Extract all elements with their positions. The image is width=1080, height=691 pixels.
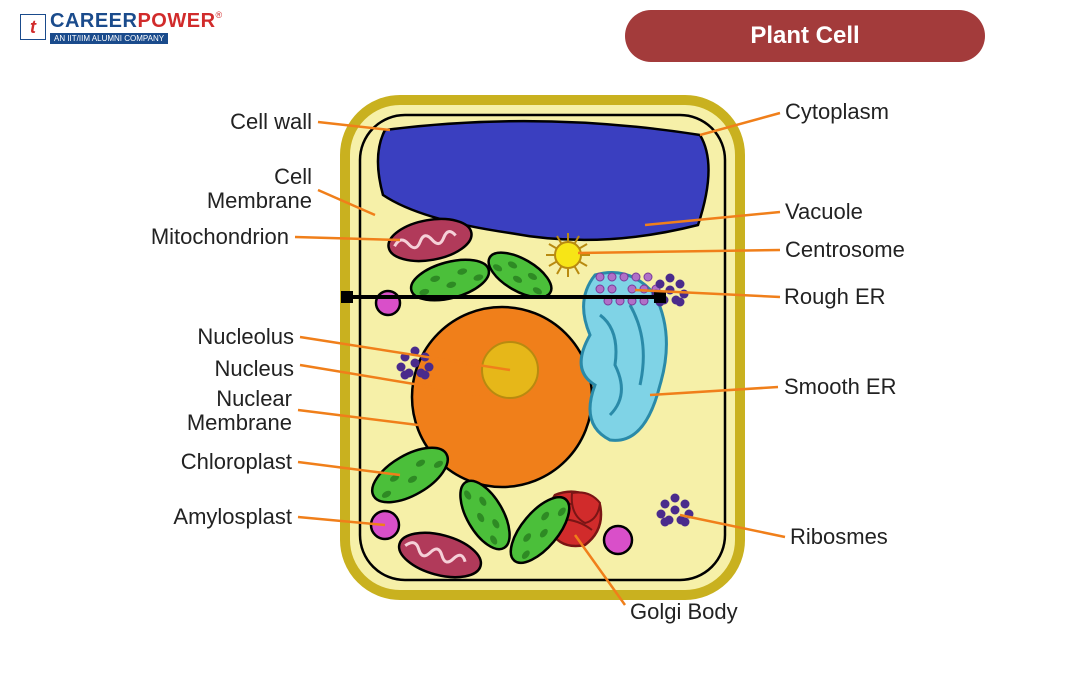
amyloplast xyxy=(604,526,632,554)
plant-cell-diagram: Cell wall CellMembrane Mitochondrion Nucleo… xyxy=(100,75,980,675)
title-text: Plant Cell xyxy=(750,22,859,50)
logo-power: POWER xyxy=(137,10,215,33)
label-mitochondrion: Mitochondrion xyxy=(100,225,289,249)
label-cell-wall: Cell wall xyxy=(100,110,312,134)
label-vacuole: Vacuole xyxy=(785,200,863,224)
logo: t CAREER POWER ® AN IIT/IIM ALUMNI COMPA… xyxy=(20,10,222,44)
label-ribosmes: Ribosmes xyxy=(790,525,888,549)
logo-career: CAREER xyxy=(50,10,137,33)
label-rough-er: Rough ER xyxy=(784,285,886,309)
label-amylosplast: Amylosplast xyxy=(100,505,292,529)
logo-reg: ® xyxy=(216,10,223,33)
measure-handle-right xyxy=(654,291,666,303)
label-golgi-body: Golgi Body xyxy=(630,600,738,624)
label-nuclear-membrane: NuclearMembrane xyxy=(100,387,292,435)
label-chloroplast: Chloroplast xyxy=(100,450,292,474)
title-badge: Plant Cell xyxy=(625,10,985,62)
label-cytoplasm: Cytoplasm xyxy=(785,100,889,124)
logo-icon: t xyxy=(20,14,46,40)
label-smooth-er: Smooth ER xyxy=(784,375,897,399)
label-nucleolus: Nucleolus xyxy=(100,325,294,349)
measure-handle-left xyxy=(341,291,353,303)
centrosome-body xyxy=(555,242,581,268)
amyloplast xyxy=(376,291,400,315)
label-cell-membrane: CellMembrane xyxy=(100,165,312,213)
label-nucleus: Nucleus xyxy=(100,357,294,381)
label-centrosome: Centrosome xyxy=(785,238,905,262)
logo-sub: AN IIT/IIM ALUMNI COMPANY xyxy=(50,33,168,44)
